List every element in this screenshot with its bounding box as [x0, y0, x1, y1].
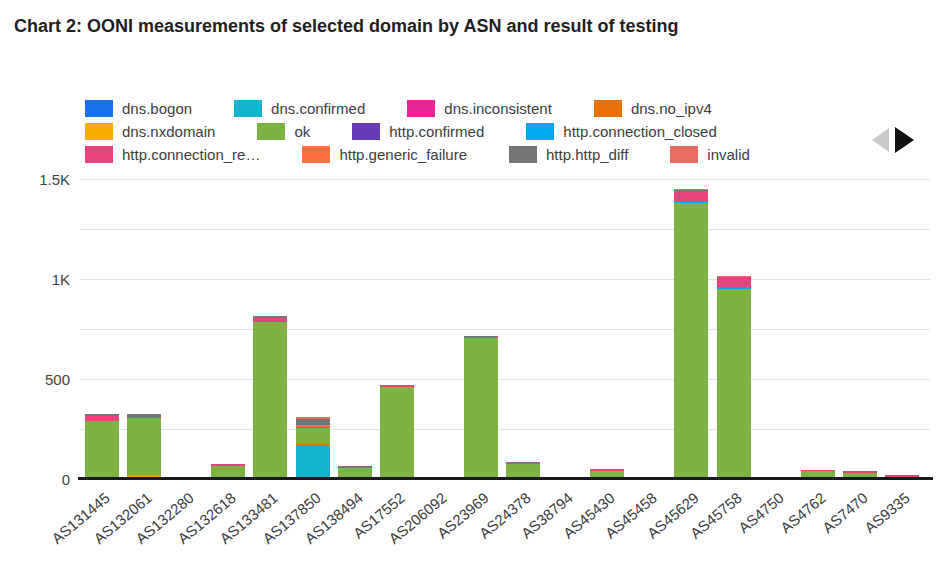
gridline: [80, 279, 930, 280]
legend-label: dns.no_ipv4: [631, 100, 712, 117]
bar-as45758[interactable]: [717, 276, 751, 478]
bar-segment-ok[interactable]: [380, 387, 414, 478]
legend-item-invalid: invalid: [670, 146, 750, 163]
bar-segment-ok[interactable]: [506, 464, 540, 478]
legend-label: ok: [294, 123, 310, 140]
legend-nav: [872, 127, 914, 153]
chart-title: Chart 2: OONI measurements of selected d…: [14, 16, 678, 37]
legend-row: dns.bogon dns.confirmed dns.inconsistent dn…: [85, 97, 825, 120]
legend-item-dns-bogon: dns.bogon: [85, 100, 192, 117]
legend-swatch: [234, 100, 262, 117]
bar-as131445[interactable]: [85, 414, 119, 478]
gridline: [80, 379, 930, 380]
bar-segment-http-connection-re-[interactable]: [717, 278, 751, 287]
legend-item-dns-no-ipv4: dns.no_ipv4: [594, 100, 712, 117]
chart-legend: dns.bogon dns.confirmed dns.inconsistent dn…: [85, 97, 825, 166]
legend-label: invalid: [707, 146, 750, 163]
legend-row: http.connection_re… http.generic_failure h…: [85, 143, 825, 166]
bar-as45629[interactable]: [674, 189, 708, 478]
y-tick-label: 500: [10, 371, 70, 388]
legend-swatch: [407, 100, 435, 117]
bar-segment-http-connection-re-[interactable]: [674, 191, 708, 201]
bar-segment-ok[interactable]: [253, 322, 287, 478]
bar-as137850[interactable]: [296, 417, 330, 478]
legend-item-ok: ok: [257, 123, 310, 140]
bar-segment-ok[interactable]: [674, 203, 708, 478]
legend-label: dns.bogon: [122, 100, 192, 117]
legend-swatch: [670, 146, 698, 163]
legend-item-http-confirmed: http.confirmed: [352, 123, 484, 140]
bar-segment-ok[interactable]: [127, 418, 161, 476]
x-axis-line: [78, 477, 933, 480]
bar-as17552[interactable]: [380, 385, 414, 478]
bar-segment-ok[interactable]: [296, 428, 330, 444]
legend-next-icon[interactable]: [895, 127, 914, 153]
legend-swatch: [526, 123, 554, 140]
legend-item-dns-confirmed: dns.confirmed: [234, 100, 365, 117]
legend-item-http-connection-closed: http.connection_closed: [526, 123, 716, 140]
bar-as132618[interactable]: [211, 464, 245, 478]
gridline: [80, 179, 930, 180]
legend-row: dns.nxdomain ok http.confirmed http.connect…: [85, 120, 825, 143]
legend-label: http.confirmed: [389, 123, 484, 140]
legend-swatch: [85, 100, 113, 117]
legend-swatch: [85, 146, 113, 163]
legend-item-http-connection-re-: http.connection_re…: [85, 146, 260, 163]
legend-swatch: [509, 146, 537, 163]
legend-item-dns-inconsistent: dns.inconsistent: [407, 100, 552, 117]
y-tick-label: 0: [10, 471, 70, 488]
gridline: [80, 429, 930, 430]
legend-swatch: [85, 123, 113, 140]
legend-swatch: [257, 123, 285, 140]
bar-as24378[interactable]: [506, 462, 540, 478]
legend-label: http.connection_closed: [563, 123, 716, 140]
bar-segment-dns-confirmed[interactable]: [296, 446, 330, 478]
bar-segment-ok[interactable]: [85, 421, 119, 478]
y-tick-label: 1.5K: [10, 171, 70, 188]
gridline: [80, 329, 930, 330]
legend-label: dns.confirmed: [271, 100, 365, 117]
legend-swatch: [594, 100, 622, 117]
legend-label: dns.inconsistent: [444, 100, 552, 117]
plot-area: [80, 180, 930, 480]
legend-label: http.connection_re…: [122, 146, 260, 163]
legend-label: http.generic_failure: [339, 146, 467, 163]
legend-label: http.http_diff: [546, 146, 628, 163]
bar-as133481[interactable]: [253, 316, 287, 478]
legend-item-dns-nxdomain: dns.nxdomain: [85, 123, 215, 140]
bar-segment-ok[interactable]: [464, 338, 498, 478]
legend-swatch: [302, 146, 330, 163]
legend-item-http-generic-failure: http.generic_failure: [302, 146, 467, 163]
legend-label: dns.nxdomain: [122, 123, 215, 140]
legend-item-http-http-diff: http.http_diff: [509, 146, 628, 163]
legend-swatch: [352, 123, 380, 140]
y-tick-label: 1K: [10, 271, 70, 288]
gridline: [80, 229, 930, 230]
bar-segment-ok[interactable]: [717, 289, 751, 478]
legend-prev-icon[interactable]: [872, 128, 889, 152]
bar-as132061[interactable]: [127, 414, 161, 478]
bar-as23969[interactable]: [464, 336, 498, 478]
